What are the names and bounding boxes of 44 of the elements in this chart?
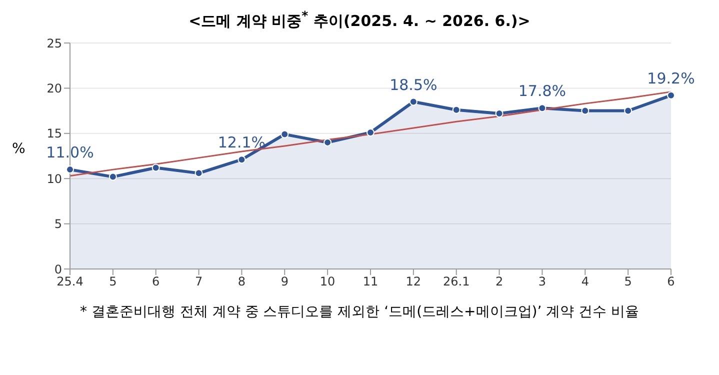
point <box>152 164 160 172</box>
y-tick-label: 0 <box>54 262 62 276</box>
x-tick-label: 3 <box>538 274 546 289</box>
data-label: 17.8% <box>518 82 566 100</box>
y-tick-label: 25 <box>46 36 62 50</box>
point <box>66 166 74 174</box>
point <box>538 104 546 112</box>
point <box>624 106 632 115</box>
text: * 결혼준비대행 전체 계약 중 스튜디오를 제외한 ‘드메(드레스+메이크업)’ 계약 건수 비율 <box>78 303 640 321</box>
x-tick-label: 5 <box>109 274 117 289</box>
data-label: 19.2% <box>647 69 695 88</box>
point <box>667 91 675 100</box>
x-tick-label: 4 <box>581 274 589 289</box>
point <box>366 128 374 136</box>
x-tick-label: 8 <box>238 274 246 289</box>
x-tick-label: 26.1 <box>443 274 470 289</box>
data-label: 18.5% <box>390 76 438 94</box>
y-axis-title: % <box>12 141 26 157</box>
point <box>452 106 460 114</box>
y-tick-label: 10 <box>46 172 62 186</box>
point <box>108 172 117 181</box>
x-tick-label: 5 <box>624 274 632 289</box>
x-tick-label: 7 <box>194 274 203 289</box>
y-tick-label: 5 <box>54 217 62 232</box>
x-tick-label: 11 <box>362 274 378 289</box>
point <box>238 156 246 164</box>
data-label: 12.1% <box>218 134 266 152</box>
x-tick-label: 2 <box>495 274 504 289</box>
point <box>324 138 332 146</box>
point <box>409 98 418 106</box>
x-tick-label: 10 <box>320 274 336 289</box>
point <box>280 130 289 138</box>
chart-title: <드메 계약 비중$^{*}$ 추이(2025. 4. ~ 2026. 6.)> <box>188 8 532 31</box>
x-tick-label: 25.4 <box>56 274 84 289</box>
y-tick-label: 15 <box>46 126 62 141</box>
x-tick-label: 6 <box>667 274 675 289</box>
x-tick-label: 12 <box>406 274 422 289</box>
y-tick-label: 20 <box>46 81 62 96</box>
x-tick-label: 6 <box>152 274 160 289</box>
point <box>194 169 203 178</box>
data-label: 11.0% <box>46 144 94 162</box>
x-tick-label: 9 <box>280 274 288 289</box>
point <box>581 106 590 115</box>
point <box>495 110 504 118</box>
